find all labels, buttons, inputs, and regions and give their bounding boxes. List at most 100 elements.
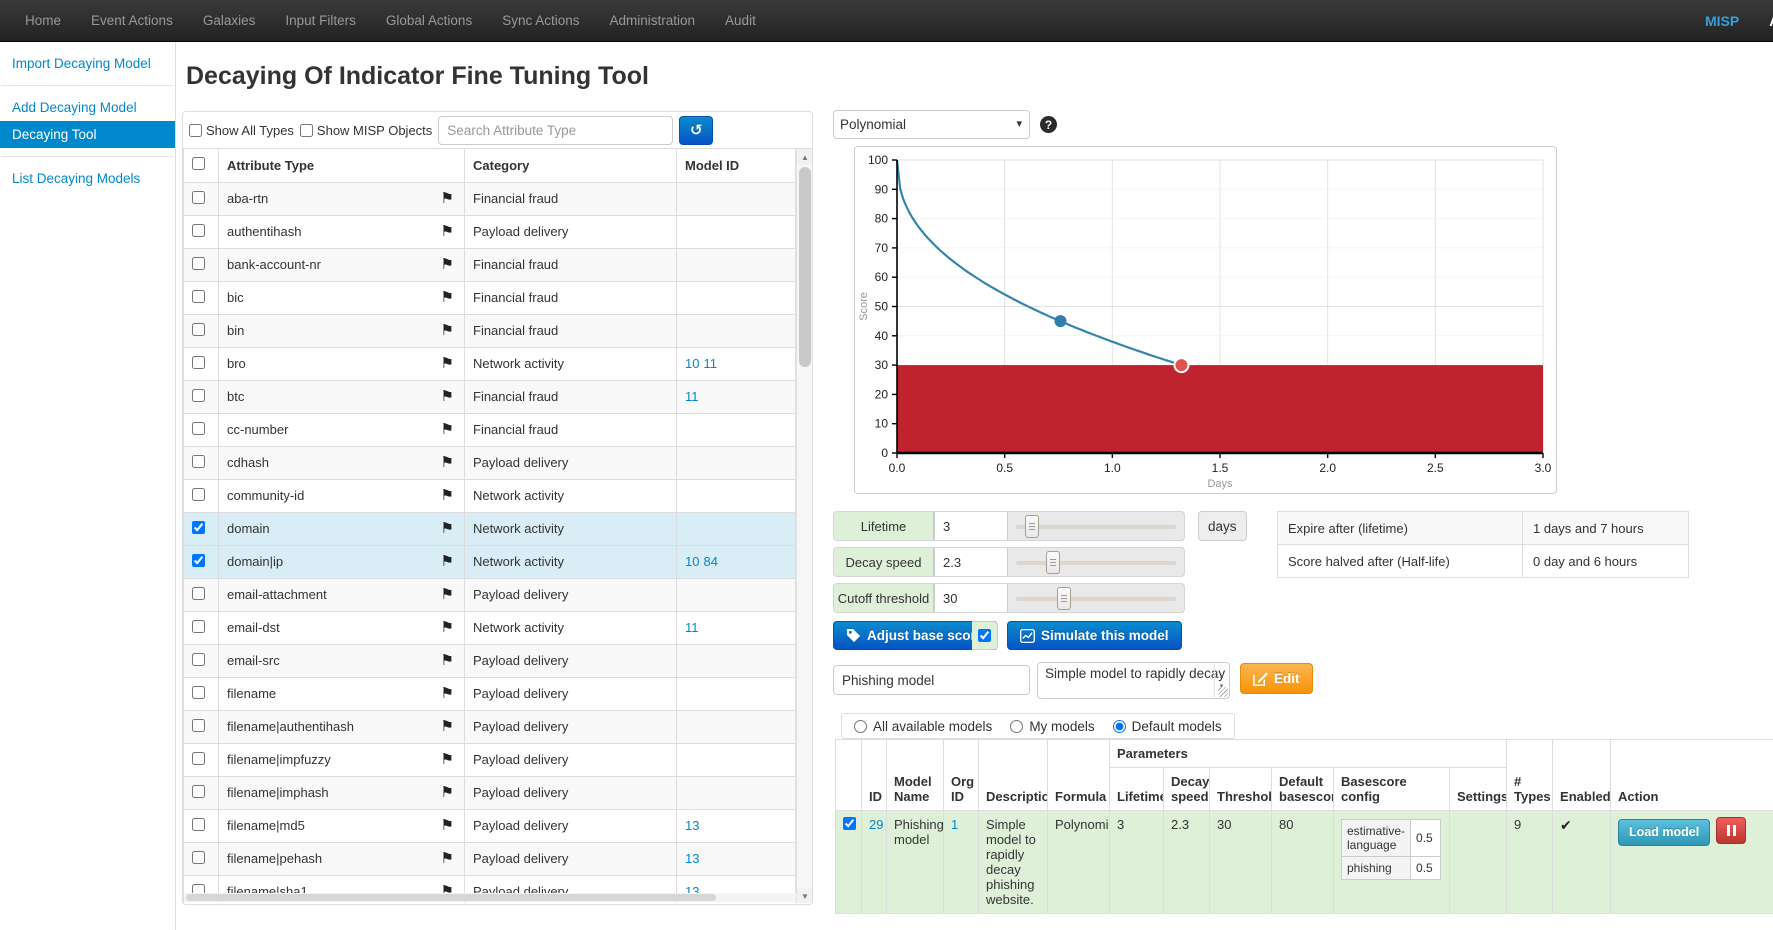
attribute-checkbox[interactable] (192, 521, 205, 534)
slider-handle[interactable] (1046, 551, 1060, 574)
adjust-base-score-checkbox[interactable] (978, 629, 991, 642)
attribute-checkbox[interactable] (192, 587, 205, 600)
attribute-row[interactable]: aba-rtn⚑Financial fraud (184, 182, 796, 215)
search-attribute-input[interactable] (438, 116, 673, 145)
model-row-checkbox[interactable] (843, 817, 856, 830)
attribute-checkbox[interactable] (192, 785, 205, 798)
model-name-input[interactable] (833, 665, 1030, 695)
horizontal-scrollbar-thumb[interactable] (186, 894, 716, 901)
slider-track[interactable] (1016, 597, 1176, 601)
model-row[interactable]: 29 Phishing model 1 Simple model to rapi… (836, 811, 1773, 914)
decay-speed-input[interactable] (934, 548, 1008, 576)
textarea-resize-grip[interactable] (1218, 687, 1228, 697)
show-all-types-option[interactable]: Show All Types (189, 123, 294, 138)
nav-item-input-filters[interactable]: Input Filters (270, 0, 371, 42)
sidebar-item-decaying-tool[interactable]: Decaying Tool (0, 121, 175, 148)
model-id-link[interactable]: 13 (685, 818, 699, 833)
load-model-button[interactable]: Load model (1618, 819, 1710, 846)
attribute-row[interactable]: community-id⚑Network activity (184, 479, 796, 512)
slider-handle[interactable] (1057, 587, 1071, 610)
radio-default-models[interactable]: Default models (1113, 719, 1222, 734)
nav-item-administration[interactable]: Administration (595, 0, 711, 42)
attribute-checkbox[interactable] (192, 818, 205, 831)
org-id-link[interactable]: 1 (951, 817, 958, 832)
adjust-base-score-toggle[interactable] (972, 621, 998, 650)
show-misp-objects-option[interactable]: Show MISP Objects (300, 123, 432, 138)
attribute-checkbox[interactable] (192, 356, 205, 369)
cutoff-threshold-slider[interactable] (1016, 584, 1176, 612)
sidebar-item-list-decaying-models[interactable]: List Decaying Models (0, 165, 175, 192)
scroll-up-arrow[interactable]: ▲ (797, 149, 812, 165)
radio-all-available-models[interactable]: All available models (854, 719, 992, 734)
attribute-row[interactable]: cdhash⚑Payload delivery (184, 446, 796, 479)
attribute-checkbox[interactable] (192, 224, 205, 237)
misp-brand-link[interactable]: MISP (1705, 0, 1739, 42)
model-id-link[interactable]: 13 (685, 851, 699, 866)
attribute-checkbox[interactable] (192, 422, 205, 435)
attribute-checkbox[interactable] (192, 620, 205, 633)
attribute-row[interactable]: filename|impfuzzy⚑Payload delivery (184, 743, 796, 776)
attribute-row[interactable]: email-attachment⚑Payload delivery (184, 578, 796, 611)
textarea-up-icon[interactable]: ▴ (1220, 672, 1224, 680)
lifetime-slider[interactable] (1016, 512, 1176, 540)
show-misp-objects-checkbox[interactable] (300, 124, 313, 137)
attribute-checkbox[interactable] (192, 554, 205, 567)
sidebar-item-import-decaying-model[interactable]: Import Decaying Model (0, 50, 175, 77)
attribute-row[interactable]: btc⚑Financial fraud11 (184, 380, 796, 413)
attribute-row[interactable]: filename|imphash⚑Payload delivery (184, 776, 796, 809)
attribute-checkbox[interactable] (192, 851, 205, 864)
select-all-checkbox[interactable] (192, 157, 205, 170)
scroll-down-arrow[interactable]: ▼ (797, 888, 812, 903)
nav-item-sync-actions[interactable]: Sync Actions (487, 0, 594, 42)
attribute-checkbox[interactable] (192, 653, 205, 666)
attribute-row[interactable]: filename⚑Payload delivery (184, 677, 796, 710)
nav-item-audit[interactable]: Audit (710, 0, 771, 42)
slider-track[interactable] (1016, 525, 1176, 529)
edit-model-button[interactable]: Edit (1240, 663, 1313, 694)
horizontal-scrollbar[interactable] (184, 893, 796, 902)
radio-input[interactable] (1010, 720, 1023, 733)
simulate-model-button[interactable]: Simulate this model (1007, 621, 1182, 650)
model-id-link[interactable]: 11 (685, 620, 699, 635)
attribute-row[interactable]: bank-account-nr⚑Financial fraud (184, 248, 796, 281)
attribute-row[interactable]: email-src⚑Payload delivery (184, 644, 796, 677)
model-description-textarea[interactable] (1037, 662, 1230, 699)
nav-item-event-actions[interactable]: Event Actions (76, 0, 188, 42)
attribute-row[interactable]: filename|md5⚑Payload delivery13 (184, 809, 796, 842)
attribute-row[interactable]: domain⚑Network activity (184, 512, 796, 545)
attribute-checkbox[interactable] (192, 257, 205, 270)
lifetime-input[interactable] (934, 512, 1008, 540)
cutoff-threshold-input[interactable] (934, 584, 1008, 612)
attribute-row[interactable]: authentihash⚑Payload delivery (184, 215, 796, 248)
model-id-link[interactable]: 11 (703, 356, 717, 371)
attribute-checkbox[interactable] (192, 488, 205, 501)
model-id-link[interactable]: 29 (869, 817, 883, 832)
attribute-row[interactable]: email-dst⚑Network activity11 (184, 611, 796, 644)
model-id-link[interactable]: 84 (703, 554, 717, 569)
attribute-row[interactable]: bin⚑Financial fraud (184, 314, 796, 347)
nav-item-global-actions[interactable]: Global Actions (371, 0, 487, 42)
attribute-checkbox[interactable] (192, 752, 205, 765)
decay-speed-slider[interactable] (1016, 548, 1176, 576)
radio-input[interactable] (1113, 720, 1126, 733)
nav-item-galaxies[interactable]: Galaxies (188, 0, 271, 42)
model-id-link[interactable]: 11 (685, 389, 699, 404)
attribute-checkbox[interactable] (192, 389, 205, 402)
nav-item-home[interactable]: Home (10, 0, 76, 42)
refresh-button[interactable]: ↺ (679, 116, 713, 145)
attribute-row[interactable]: domain|ip⚑Network activity1084 (184, 545, 796, 578)
sidebar-item-add-decaying-model[interactable]: Add Decaying Model (0, 94, 175, 121)
radio-my-models[interactable]: My models (1010, 719, 1094, 734)
pause-model-button[interactable] (1716, 817, 1746, 844)
slider-handle[interactable] (1025, 515, 1039, 538)
formula-select[interactable]: Polynomial (833, 110, 1030, 139)
attribute-checkbox[interactable] (192, 191, 205, 204)
slider-track[interactable] (1016, 561, 1176, 565)
radio-input[interactable] (854, 720, 867, 733)
attribute-row[interactable]: cc-number⚑Financial fraud (184, 413, 796, 446)
attribute-checkbox[interactable] (192, 686, 205, 699)
help-icon[interactable]: ? (1040, 116, 1057, 133)
admin-menu-link[interactable]: Admin (1769, 0, 1773, 42)
attribute-checkbox[interactable] (192, 455, 205, 468)
attribute-row[interactable]: bro⚑Network activity1011 (184, 347, 796, 380)
